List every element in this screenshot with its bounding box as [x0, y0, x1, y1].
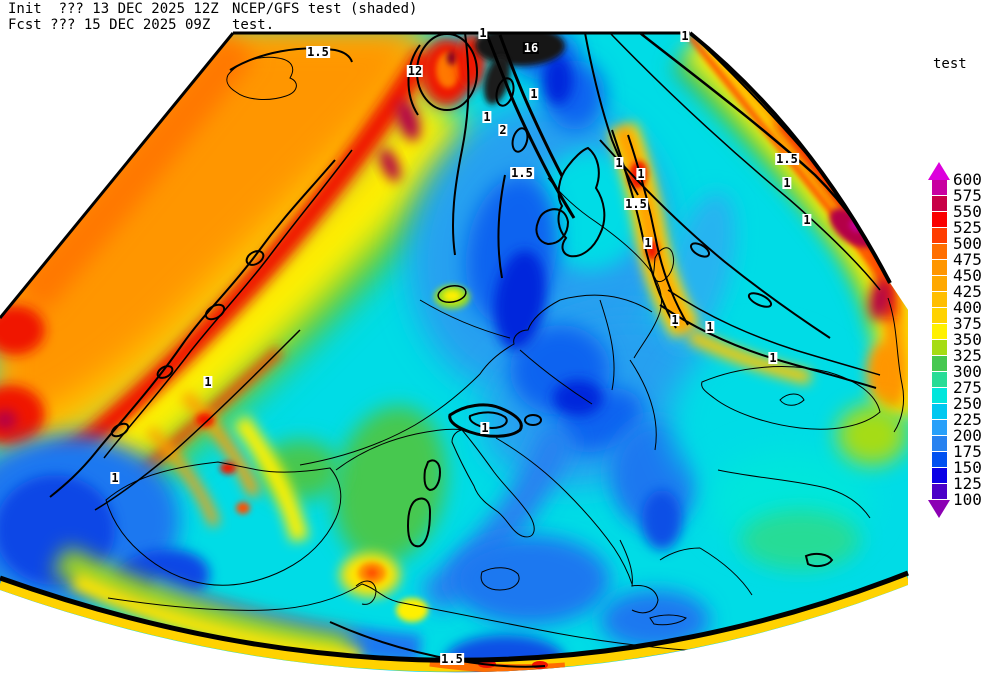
init-datetime: Init ??? 13 DEC 2025 12Z: [8, 1, 219, 17]
colorbar-value-label: 425: [953, 282, 982, 301]
colorbar-value-label: 350: [953, 330, 982, 349]
colorbar-value-label: 550: [953, 202, 982, 221]
colorbar-value-label: 300: [953, 362, 982, 381]
colorbar-box: [932, 420, 947, 435]
colorbar-value-label: 275: [953, 378, 982, 397]
colorbar-value-label: 575: [953, 186, 982, 205]
corner-note: test: [933, 56, 967, 72]
colorbar-bottom-arrow-icon: [928, 500, 950, 518]
colorbar-value-label: 500: [953, 234, 982, 253]
colorbar-value-label: 325: [953, 346, 982, 365]
colorbar-box: [932, 340, 947, 355]
colorbar-box: [932, 308, 947, 323]
colorbar-value-label: 375: [953, 314, 982, 333]
colorbar-box: [932, 324, 947, 339]
colorbar-value-label: 475: [953, 250, 982, 269]
colorbar-box: [932, 452, 947, 467]
colorbar-box: [932, 292, 947, 307]
colorbar-box: [932, 404, 947, 419]
colorbar-value-label: 125: [953, 474, 982, 493]
colorbar-box: [932, 436, 947, 451]
contour-lines: [49, 33, 894, 668]
colorbar-box: [932, 180, 947, 195]
colorbar-box: [932, 212, 947, 227]
colorbar-value-label: 400: [953, 298, 982, 317]
colorbar-box: [932, 388, 947, 403]
chart-title: NCEP/GFS test (shaded): [232, 1, 418, 17]
coastlines: [105, 56, 905, 653]
colorbar-box: [932, 276, 947, 291]
colorbar-value-label: 250: [953, 394, 982, 413]
colorbar-top-arrow-icon: [928, 162, 950, 180]
colorbar-value-label: 100: [953, 490, 982, 509]
colorbar-value-label: 225: [953, 410, 982, 429]
colorbar-value-label: 450: [953, 266, 982, 285]
colorbar-box: [932, 260, 947, 275]
colorbar-box: [932, 372, 947, 387]
colorbar-value-label: 200: [953, 426, 982, 445]
colorbar-box: [932, 196, 947, 211]
colorbar-box: [932, 468, 947, 483]
colorbar-box: [932, 356, 947, 371]
colorbar-value-label: 600: [953, 170, 982, 189]
colorbar-value-label: 525: [953, 218, 982, 237]
chart-subtitle: test.: [232, 17, 275, 33]
colorbar-box: [932, 228, 947, 243]
forecast-datetime: Fcst ??? 15 DEC 2025 09Z: [8, 17, 211, 33]
colorbar-box: [932, 244, 947, 259]
colorbar-box: [932, 484, 947, 499]
colorbar-value-label: 150: [953, 458, 982, 477]
colorbar-value-label: 175: [953, 442, 982, 461]
